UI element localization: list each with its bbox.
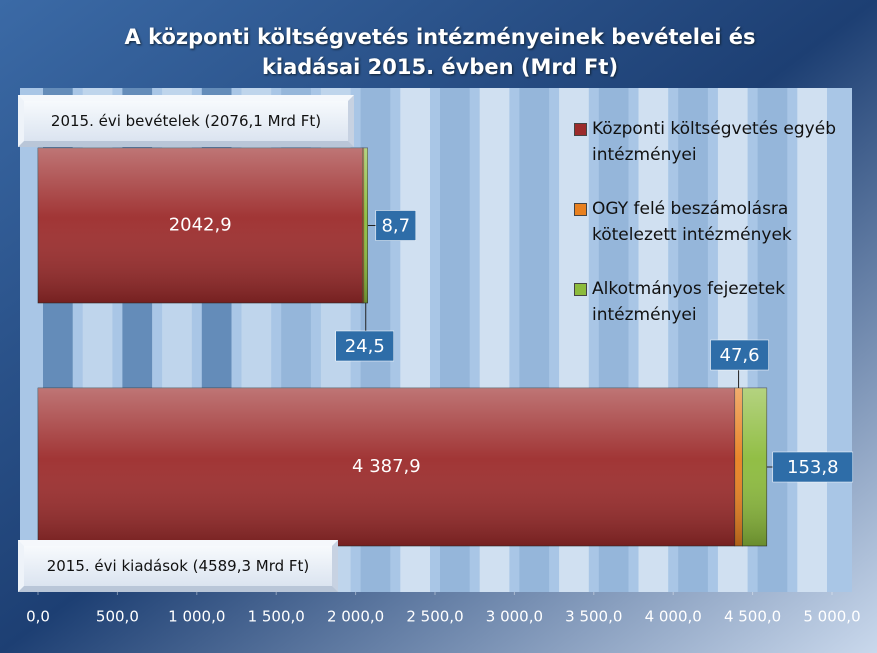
data-label: 24,5	[345, 336, 385, 357]
bar-shine	[734, 388, 743, 546]
category-label: 2015. évi kiadások (4589,3 Mrd Ft)	[18, 540, 338, 592]
x-tick-label: 1 000,0	[168, 608, 225, 626]
data-label: 8,7	[381, 216, 410, 237]
bar-shine	[742, 388, 767, 546]
legend-item: OGY felé beszámolásra kötelezett intézmé…	[574, 196, 852, 248]
chart-title: A központi költségvetés intézményeinek b…	[124, 25, 756, 79]
bar-shine	[362, 148, 364, 303]
legend-label: Alkotmányos fejezetek intézményei	[592, 279, 786, 325]
x-tick-label: 3 000,0	[486, 608, 543, 626]
x-tick-label: 2 000,0	[327, 608, 384, 626]
x-tick-label: 0,0	[26, 608, 50, 626]
data-label-box	[375, 210, 417, 241]
bar-shine	[363, 148, 368, 303]
legend-label: Központi költségvetés egyéb intézményei	[592, 119, 836, 165]
category-label: 2015. évi bevételek (2076,1 Mrd Ft)	[18, 95, 354, 147]
legend-swatch	[574, 283, 587, 296]
data-label-box	[335, 330, 394, 362]
x-tick-label: 4 500,0	[724, 608, 781, 626]
x-tick-label: 500,0	[96, 608, 139, 626]
x-tick-label: 2 500,0	[406, 608, 463, 626]
bar-shine	[38, 388, 735, 546]
data-label: 4 387,9	[352, 456, 421, 477]
data-label-box	[710, 339, 769, 371]
plot: 0,0 500,0 1 000,0 1 500,0 2 000,0 2 500,0 3 00…	[26, 147, 861, 626]
x-tick-label: 3 500,0	[565, 608, 622, 626]
data-label: 2042,9	[169, 215, 232, 236]
data-label: 153,8	[787, 457, 839, 478]
data-label-box	[772, 451, 854, 483]
x-tick-label: 4 000,0	[645, 608, 702, 626]
bar-shine	[38, 148, 363, 303]
stripe	[797, 88, 827, 592]
x-tick-label: 5 000,0	[803, 608, 860, 626]
legend-item: Alkotmányos fejezetek intézményei	[574, 276, 852, 328]
legend-item: Központi költségvetés egyéb intézményei	[574, 116, 852, 168]
data-label: 47,6	[720, 345, 760, 366]
legend-label: OGY felé beszámolásra kötelezett intézmé…	[592, 199, 792, 245]
legend-swatch	[574, 203, 587, 216]
legend-swatch	[574, 123, 587, 136]
x-tick-label: 1 500,0	[248, 608, 305, 626]
